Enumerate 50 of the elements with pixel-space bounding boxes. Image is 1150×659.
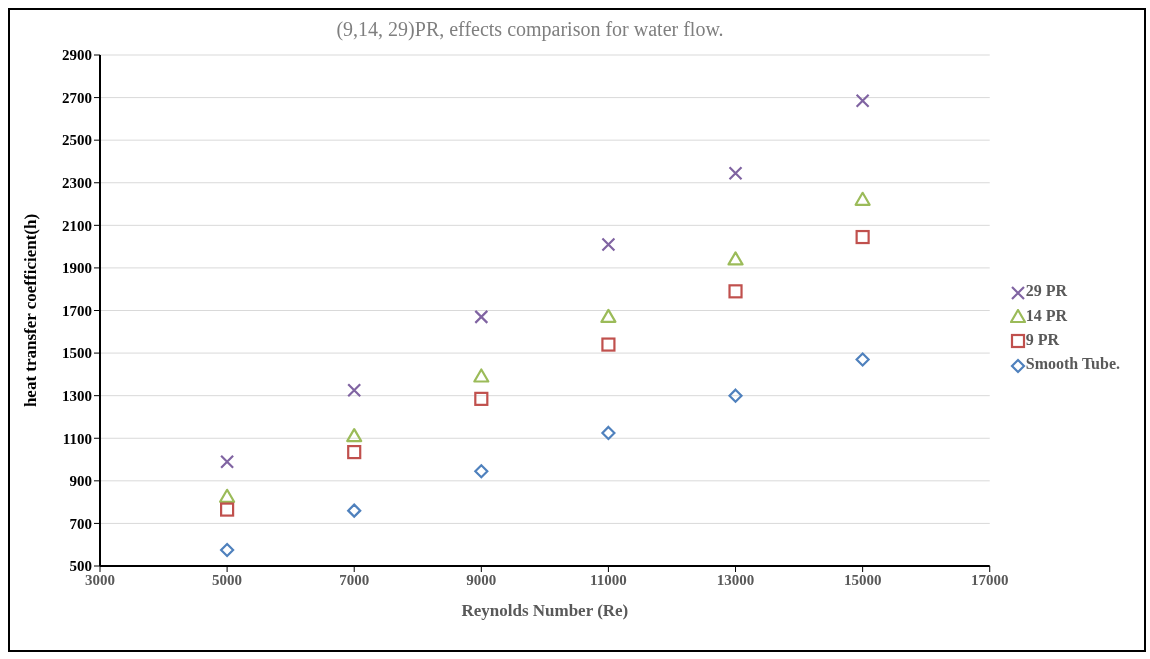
point bbox=[855, 229, 870, 245]
point bbox=[220, 454, 235, 469]
point bbox=[474, 309, 489, 324]
x-tick-label: 15000 bbox=[843, 571, 882, 588]
y-tick-label: 2500 bbox=[62, 132, 92, 149]
point bbox=[855, 93, 870, 108]
y-tick-label: 2300 bbox=[62, 175, 92, 192]
y-tick-label: 2100 bbox=[62, 217, 92, 234]
y-tick-label: 2700 bbox=[62, 89, 92, 106]
y-tick-label: 1300 bbox=[62, 387, 92, 404]
y-axis-title: heat transfer coefficient(h) bbox=[21, 213, 41, 408]
y-tick-label: 1700 bbox=[62, 302, 92, 319]
point bbox=[727, 251, 744, 266]
point bbox=[601, 237, 616, 252]
x-tick-label: 17000 bbox=[970, 571, 1009, 588]
point bbox=[855, 352, 870, 367]
y-tick-label: 900 bbox=[69, 473, 92, 490]
point bbox=[220, 502, 235, 517]
point bbox=[600, 308, 617, 323]
point bbox=[728, 166, 743, 181]
x-tick-label: 13000 bbox=[716, 571, 755, 588]
y-tick-label: 1500 bbox=[62, 345, 92, 362]
point bbox=[220, 542, 235, 558]
point bbox=[347, 444, 362, 460]
x-tick-label: 11000 bbox=[590, 571, 627, 588]
y-tick-label: 1900 bbox=[62, 260, 92, 277]
x-tick-label: 5000 bbox=[212, 571, 243, 588]
point bbox=[601, 337, 616, 352]
y-tick-label: 700 bbox=[69, 515, 92, 532]
legend-label: 9 PR bbox=[1025, 331, 1060, 348]
legend-label: 29 PR bbox=[1025, 282, 1068, 300]
point bbox=[474, 464, 489, 479]
point bbox=[346, 428, 363, 443]
point bbox=[728, 284, 743, 299]
point bbox=[473, 368, 490, 383]
x-tick-label: 7000 bbox=[339, 571, 370, 588]
point bbox=[347, 503, 362, 518]
point bbox=[347, 383, 362, 398]
x-tick-label: 9000 bbox=[466, 571, 497, 588]
point bbox=[219, 488, 236, 503]
point bbox=[601, 425, 616, 441]
point bbox=[854, 191, 871, 206]
y-tick-label: 1100 bbox=[62, 430, 92, 447]
legend-label: Smooth Tube. bbox=[1025, 355, 1120, 373]
chart-title: (9,14, 29)PR, effects comparison for water flow. bbox=[335, 18, 725, 41]
x-axis-title: Reynolds Number (Re) bbox=[461, 601, 629, 620]
point bbox=[474, 391, 489, 406]
y-tick-label: 2900 bbox=[62, 47, 92, 64]
point bbox=[728, 388, 743, 403]
legend-label: 14 PR bbox=[1025, 306, 1068, 324]
